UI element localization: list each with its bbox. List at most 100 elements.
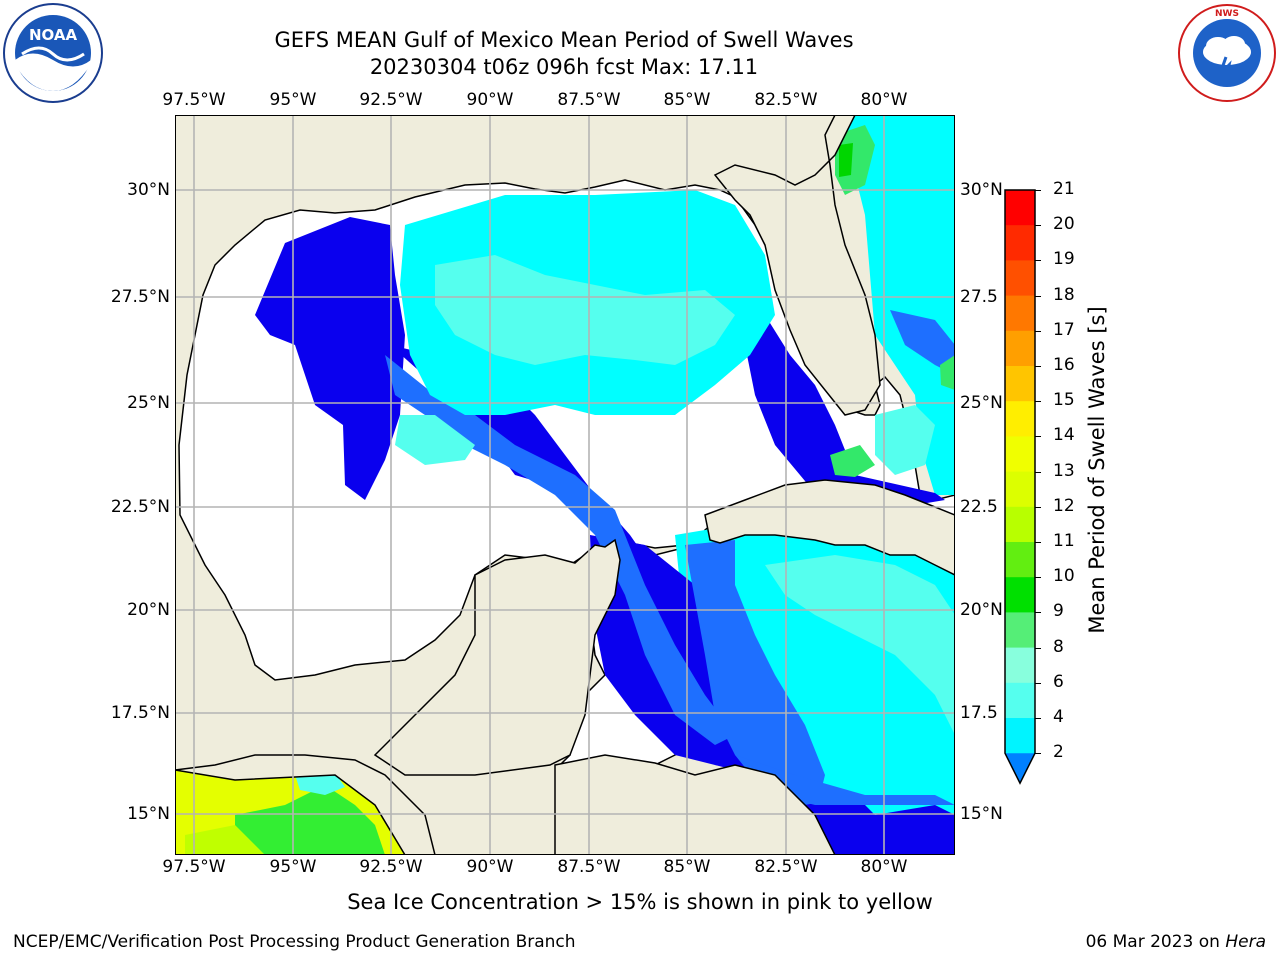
swell-zone-light-cyan <box>435 255 735 365</box>
colorbar-tick-label: 19 <box>1053 249 1075 270</box>
sea-ice-note: Sea Ice Concentration > 15% is shown in … <box>347 890 933 914</box>
lon-label-bottom: 85°W <box>663 857 711 877</box>
lat-label-right: 17.5 <box>960 703 998 723</box>
mexico-south-land <box>175 754 436 855</box>
colorbar-tick-mark <box>1035 612 1041 614</box>
lat-label-left: 25°N <box>127 393 170 413</box>
lon-label-top: 87.5°W <box>557 90 621 110</box>
colorbar-tick-mark <box>1035 260 1041 262</box>
colorbar-tick-label: 13 <box>1053 460 1075 481</box>
swell-zone-green-north-core <box>839 143 853 177</box>
swell-zone-caribbean-cyan <box>765 555 955 735</box>
lat-label-left: 30°N <box>127 180 170 200</box>
chart-subtitle: 20230304 t06z 096h fcst Max: 17.11 <box>369 55 759 79</box>
colorbar-tick-label: 10 <box>1053 566 1075 587</box>
colorbar-tick-label: 4 <box>1053 707 1064 727</box>
lat-label-right: 27.5 <box>960 287 998 307</box>
pacific-lime <box>185 825 265 855</box>
colorbar-tick-label: 2 <box>1053 742 1064 763</box>
noaa-logo: NOAA <box>2 2 104 104</box>
colorbar-tick-label: 12 <box>1053 495 1075 516</box>
lon-label-top: 90°W <box>466 90 514 110</box>
lat-label-right: 30°N <box>960 180 1003 200</box>
colorbar-tick-label: 20 <box>1053 214 1075 235</box>
svg-text:NWS: NWS <box>1215 9 1239 19</box>
lon-label-top: 95°W <box>269 90 317 110</box>
lat-label-left: 22.5°N <box>110 497 170 517</box>
lon-label-top: 85°W <box>663 90 711 110</box>
colorbar-tick-label: 21 <box>1053 179 1075 199</box>
pacific-cyan <box>295 773 345 795</box>
colorbar-tick-mark <box>1035 682 1041 684</box>
machine-name: Hera <box>1225 932 1266 952</box>
noaa-logo-text: NOAA <box>29 26 78 44</box>
date-value: 06 Mar 2023 on <box>1085 932 1226 952</box>
colorbar-segment <box>1005 506 1035 543</box>
colorbar-segment <box>1005 718 1035 754</box>
colorbar-tick-label: 8 <box>1053 636 1064 657</box>
cuba-land <box>704 479 955 576</box>
colorbar-segment <box>1005 436 1035 473</box>
lon-label-top: 97.5°W <box>162 90 226 110</box>
lat-label-right: 15°N <box>960 804 1003 824</box>
swell-zone-green-north <box>835 125 875 195</box>
colorbar-tick-label: 14 <box>1053 425 1075 446</box>
map-frame <box>174 114 956 856</box>
colorbar <box>1000 185 1040 785</box>
colorbar-tick-mark <box>1035 401 1041 403</box>
credit-text: NCEP/EMC/Verification Post Processing Pr… <box>13 932 576 952</box>
colorbar-tick-label: 16 <box>1053 355 1075 375</box>
date-text: 06 Mar 2023 on Hera <box>1086 932 1266 952</box>
colorbar-tick-mark <box>1035 436 1041 438</box>
colorbar-segment <box>1005 366 1035 402</box>
swell-zone-light-cyan-2 <box>395 415 475 465</box>
colorbar-tick-mark <box>1035 471 1041 473</box>
lon-label-top: 82.5°W <box>754 90 818 110</box>
colorbar-tick-mark <box>1035 718 1041 719</box>
colorbar-segment <box>1005 295 1035 332</box>
swell-zone-caribbean-mid <box>685 540 825 815</box>
lat-label-right: 20°N <box>960 600 1003 620</box>
yucatan-land <box>373 538 621 776</box>
lat-label-left: 20°N <box>127 600 170 620</box>
colorbar-tick-label: 6 <box>1053 671 1064 692</box>
colorbar-segment <box>1005 682 1035 719</box>
central-america-land <box>554 754 836 855</box>
colorbar-segment <box>1005 612 1035 649</box>
colorbar-extend-triangle <box>1005 753 1035 784</box>
colorbar-segment <box>1005 542 1035 578</box>
colorbar-segment <box>1005 471 1035 508</box>
swell-zone-green-east <box>940 355 955 390</box>
colorbar-tick-label: 11 <box>1053 531 1075 551</box>
gulf-of-mexico-map <box>174 114 956 856</box>
colorbar-segment <box>1005 260 1035 297</box>
colorbar-tick-mark <box>1035 366 1041 367</box>
swell-zone-blue-east <box>745 315 945 505</box>
colorbar-tick-mark <box>1035 647 1041 649</box>
colorbar-segment <box>1005 190 1035 226</box>
atlantic-water <box>835 115 955 495</box>
colorbar-tick-label: 18 <box>1053 284 1075 305</box>
swell-zone-green-straits <box>830 445 875 477</box>
colorbar-tick-mark <box>1035 753 1041 755</box>
chart-title: GEFS MEAN Gulf of Mexico Mean Period of … <box>274 28 854 52</box>
colorbar-segment <box>1005 401 1035 437</box>
lon-label-bottom: 82.5°W <box>754 857 818 877</box>
swell-zone-atlantic-blue <box>890 310 955 375</box>
colorbar-tick-mark <box>1035 542 1041 543</box>
colorbar-tick-label: 17 <box>1053 319 1075 340</box>
colorbar-outline <box>1004 189 1036 785</box>
lon-label-top: 80°W <box>860 90 908 110</box>
pacific-green <box>235 785 385 855</box>
colorbar-segment <box>1005 647 1035 684</box>
lon-label-bottom: 97.5°W <box>162 857 226 877</box>
nws-logo: NWS <box>1176 2 1278 104</box>
swell-zone-mid-blue <box>385 355 735 745</box>
colorbar-tick-mark <box>1035 506 1041 508</box>
colorbar-segment <box>1005 330 1035 367</box>
colorbar-segment <box>1005 577 1035 613</box>
lat-label-right: 25°N <box>960 393 1003 413</box>
colorbar-tick-mark <box>1035 225 1041 227</box>
lon-label-bottom: 95°W <box>269 857 317 877</box>
colorbar-tick-mark <box>1035 190 1041 191</box>
